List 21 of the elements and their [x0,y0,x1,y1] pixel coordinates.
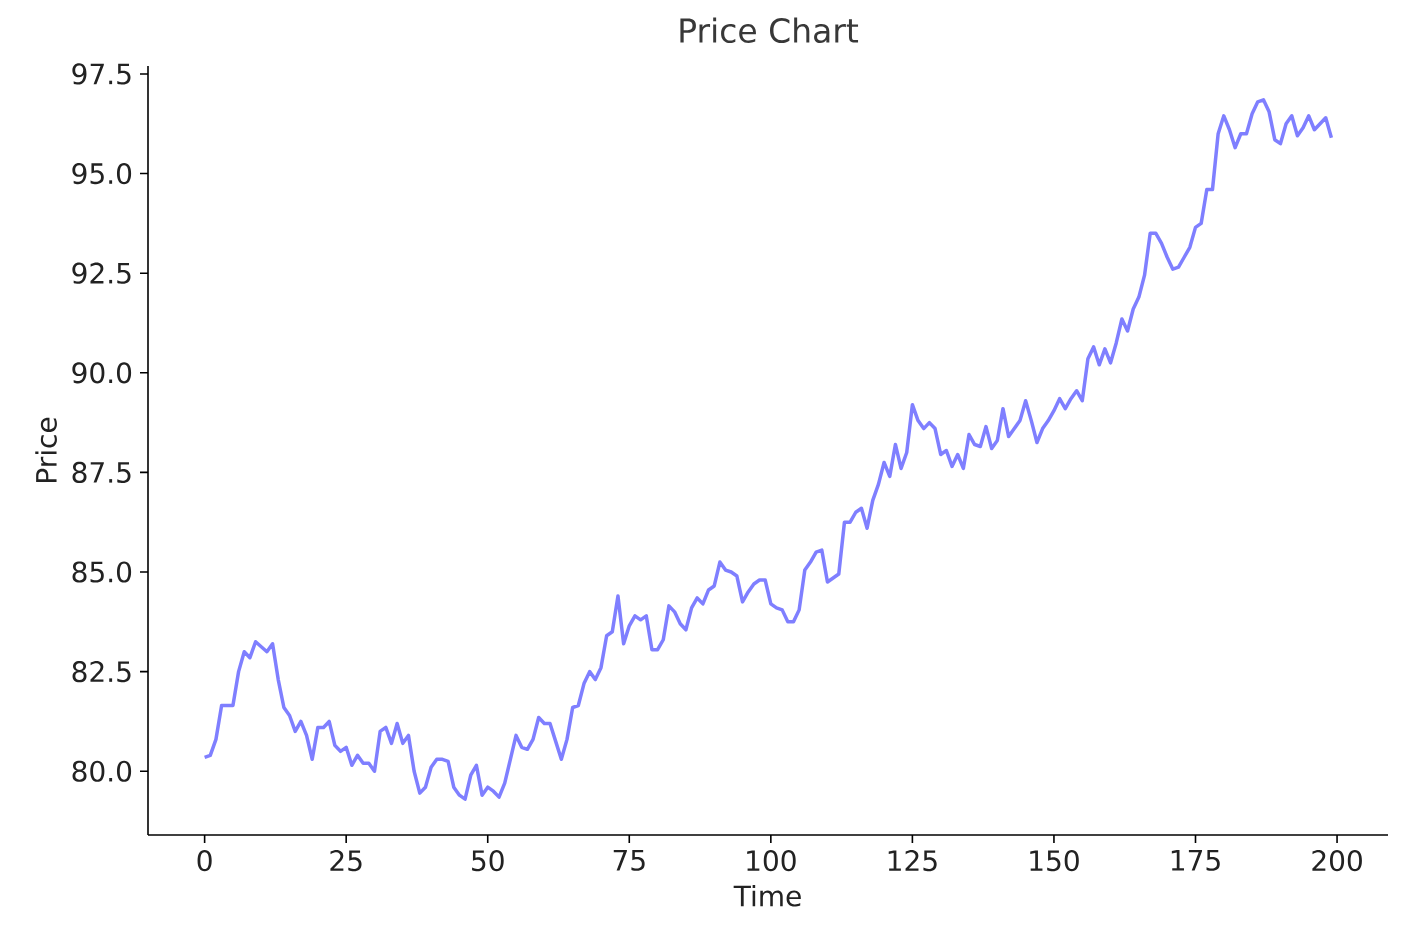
x-tick-label: 150 [1030,850,1079,872]
y-tick-label: 95.0 [72,162,132,185]
y-axis-title: Price [35,417,57,482]
x-tick-label: 25 [330,850,362,872]
line-series [202,98,1334,801]
x-tick-label: 125 [888,850,937,872]
x-axis-title: Time [733,884,801,907]
x-tick-label: 175 [1171,850,1220,871]
y-tick-label: 85.0 [72,561,132,583]
x-tick-label: 200 [1312,850,1362,872]
y-tick-label: 97.5 [72,63,131,85]
y-tick-label: 82.5 [72,661,131,683]
x-tick-label: 50 [472,850,504,872]
x-tick-label: 0 [197,850,212,872]
y-tick-label: 90.0 [72,362,132,384]
y-tick-label: 80.0 [72,760,132,782]
x-tick-label: 75 [613,850,645,871]
chart-title: Price Chart [680,17,859,43]
y-tick-label: 87.5 [72,461,131,484]
y-tick-label: 92.5 [72,262,131,284]
x-tick-label: 100 [747,850,796,872]
